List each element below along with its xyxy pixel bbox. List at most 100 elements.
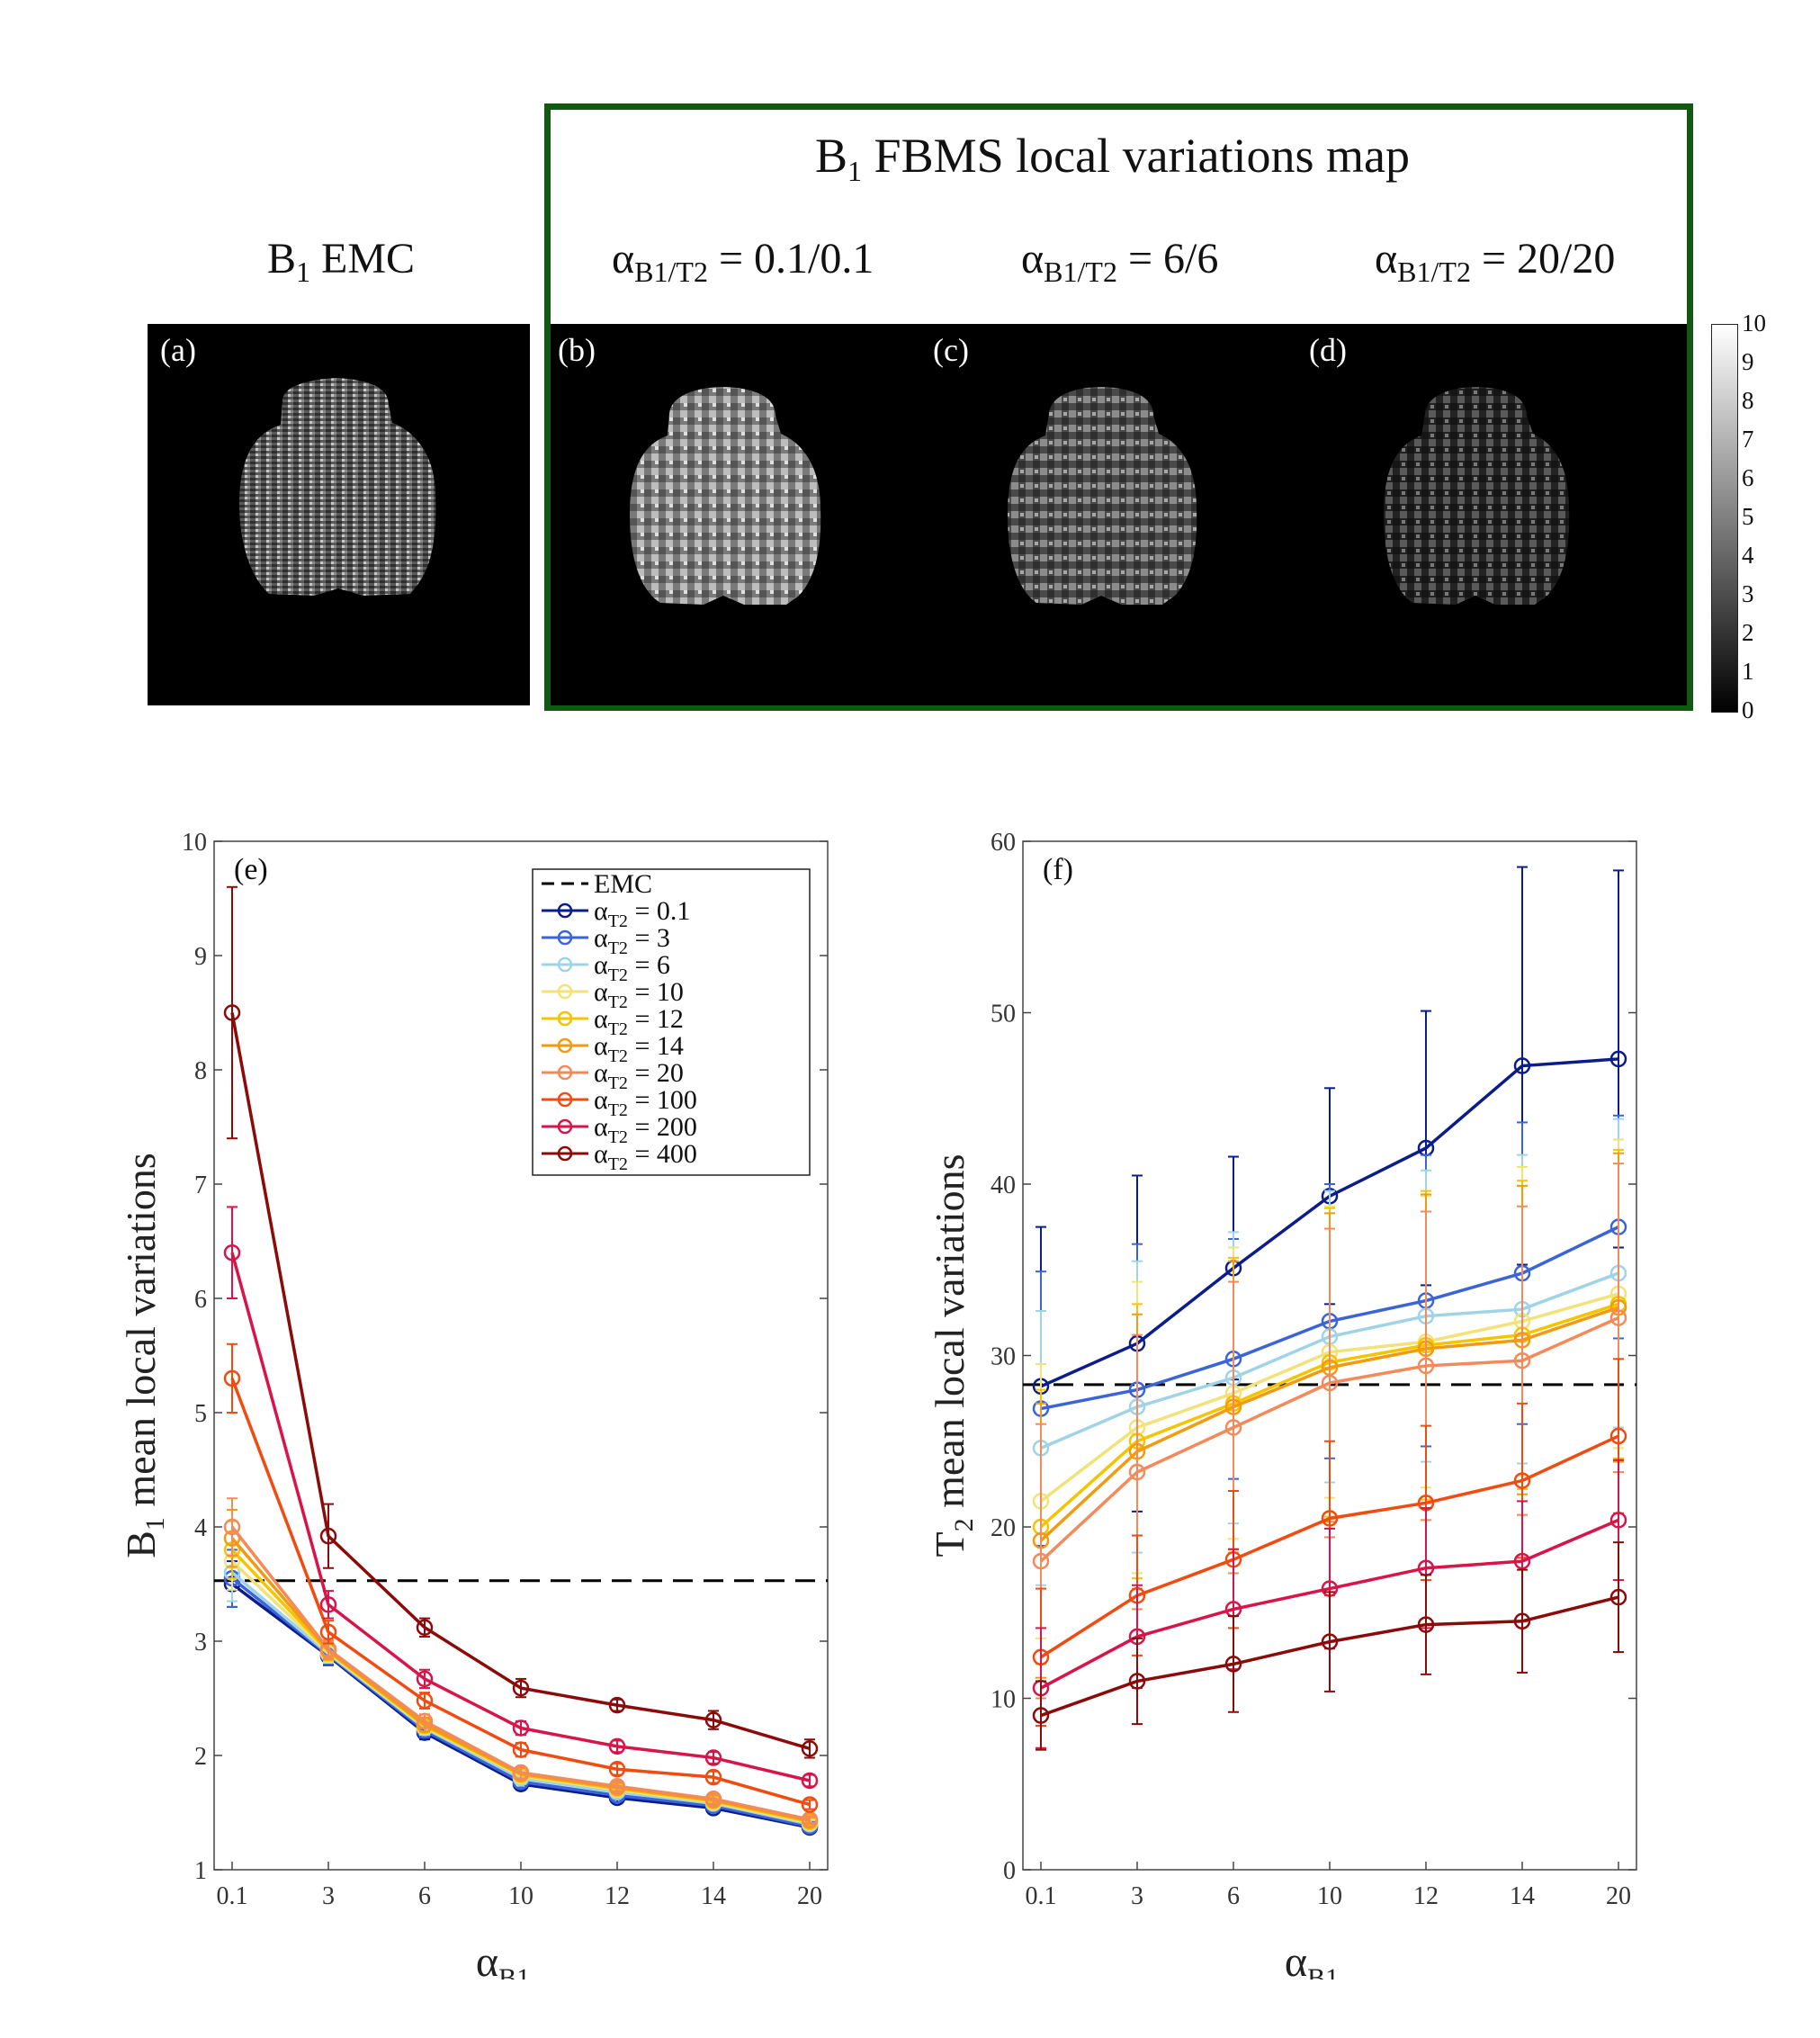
legend-marker	[557, 983, 573, 1000]
legend-value: = 6	[628, 950, 670, 980]
data-point	[1321, 1633, 1339, 1650]
colorbar-tick: 8	[1742, 387, 1754, 414]
x-tick-label: 20	[797, 1882, 822, 1910]
panel-a-label: (a)	[160, 332, 196, 368]
data-point	[319, 1623, 337, 1641]
x-axis-label-main: α	[476, 1938, 498, 1980]
brain-maps-bcd	[630, 387, 1570, 605]
data-point	[223, 1369, 241, 1387]
panel-c-label: (c)	[933, 332, 969, 368]
chart-f-t2-variations: 0 10 20 30 40 50 60 0.1 3 6 10 12 14 20 (f) T2 mean loc…	[927, 829, 1637, 1980]
y-tick-label: 40	[991, 1172, 1016, 1199]
data-point	[801, 1796, 819, 1813]
column-title-d: αB1/T2 = 20/20	[1375, 235, 1616, 288]
y-tick-label: 1	[194, 1857, 207, 1885]
x-tick-label: 12	[605, 1882, 630, 1910]
data-point	[608, 1760, 626, 1778]
b1-emc-title: B1 EMC	[267, 235, 416, 288]
data-point	[1513, 1552, 1531, 1570]
y-tick-label: 2	[194, 1743, 207, 1771]
colorbar-tick: 5	[1742, 503, 1754, 530]
legend-marker	[557, 929, 573, 946]
data-point	[801, 1772, 819, 1790]
y-axis-label-rest: mean local variations	[927, 1154, 973, 1518]
series-line	[230, 1525, 811, 1821]
legend-value: = 20	[628, 1058, 684, 1088]
legend-sub: T2	[608, 1127, 628, 1147]
y-axis-label-main: T	[927, 1531, 973, 1557]
legend-value: = 400	[628, 1139, 697, 1169]
x-tick-label: 20	[1606, 1882, 1631, 1910]
panel-label: (f)	[1043, 853, 1073, 886]
legend-sub: T2	[608, 911, 628, 931]
data-point	[704, 1768, 722, 1786]
x-tick-label: 14	[1510, 1882, 1535, 1910]
data-point	[1417, 1357, 1435, 1375]
legend-value: = 10	[628, 977, 684, 1007]
colorbar-tick: 1	[1742, 658, 1754, 685]
legend-label: αT2 = 400	[594, 1139, 697, 1174]
data-point	[608, 1778, 626, 1795]
x-axis-label-main: α	[1285, 1938, 1307, 1980]
data-point	[512, 1719, 530, 1737]
data-point	[704, 1711, 722, 1728]
column-title-b: αB1/T2 = 0.1/0.1	[612, 235, 874, 288]
x-tick-label: 14	[701, 1882, 726, 1910]
data-point	[512, 1679, 530, 1697]
data-point	[1609, 1050, 1627, 1068]
data-point	[223, 1243, 241, 1261]
legend-label: αT2 = 20	[594, 1058, 684, 1093]
data-point	[801, 1740, 819, 1757]
colorbar-tick: 7	[1742, 426, 1754, 453]
data-point	[223, 1518, 241, 1536]
y-tick-label: 20	[991, 1514, 1016, 1542]
legend-box	[532, 868, 811, 1176]
data-point	[704, 1749, 722, 1766]
data-point	[1224, 1419, 1242, 1436]
series-400	[1032, 1541, 1627, 1751]
y-tick-label: 30	[991, 1343, 1016, 1371]
data-point	[1032, 1552, 1050, 1570]
data-point	[1513, 1472, 1531, 1489]
data-point	[1609, 1588, 1627, 1606]
y-tick-label: 6	[194, 1286, 207, 1314]
legend-label: αT2 = 14	[594, 1031, 684, 1066]
data-point	[319, 1596, 337, 1613]
y-tick-label: 10	[182, 829, 207, 857]
y-axis-label-main: B	[118, 1531, 164, 1558]
legend-label: αT2 = 6	[594, 950, 670, 985]
y-tick-label: 10	[991, 1686, 1016, 1714]
data-point	[1513, 1612, 1531, 1630]
data-point	[704, 1791, 722, 1808]
colorbar-tick: 0	[1742, 696, 1754, 723]
series-100	[223, 1342, 819, 1813]
legend-marker	[557, 1118, 573, 1135]
legend-alpha: α	[594, 1058, 608, 1088]
colorbar-tick: 9	[1742, 348, 1754, 375]
x-tick-label: 10	[508, 1882, 533, 1910]
legend-alpha: α	[594, 977, 608, 1007]
data-point	[1224, 1656, 1242, 1673]
data-point	[512, 1741, 530, 1758]
panel-label: (e)	[234, 853, 268, 886]
x-tick-label: 12	[1413, 1882, 1439, 1910]
data-point	[1032, 1707, 1050, 1724]
panel-b-label: (b)	[558, 332, 596, 368]
colorbar	[1711, 324, 1738, 713]
data-point	[1513, 1351, 1531, 1369]
data-point	[1128, 1673, 1146, 1690]
data-point	[608, 1696, 626, 1714]
legend-marker	[557, 902, 573, 919]
colorbar-tick: 6	[1742, 464, 1754, 491]
colorbar-tick: 10	[1742, 310, 1766, 337]
data-point	[1609, 1427, 1627, 1445]
data-point	[1321, 1374, 1339, 1392]
data-point	[416, 1712, 434, 1730]
y-tick-label: 4	[194, 1514, 207, 1542]
brain-map-a	[239, 378, 436, 596]
series-line	[1039, 1315, 1619, 1563]
legend-emc-label: EMC	[594, 869, 652, 899]
data-point	[1417, 1616, 1435, 1633]
x-tick-label: 0.1	[1026, 1882, 1057, 1910]
